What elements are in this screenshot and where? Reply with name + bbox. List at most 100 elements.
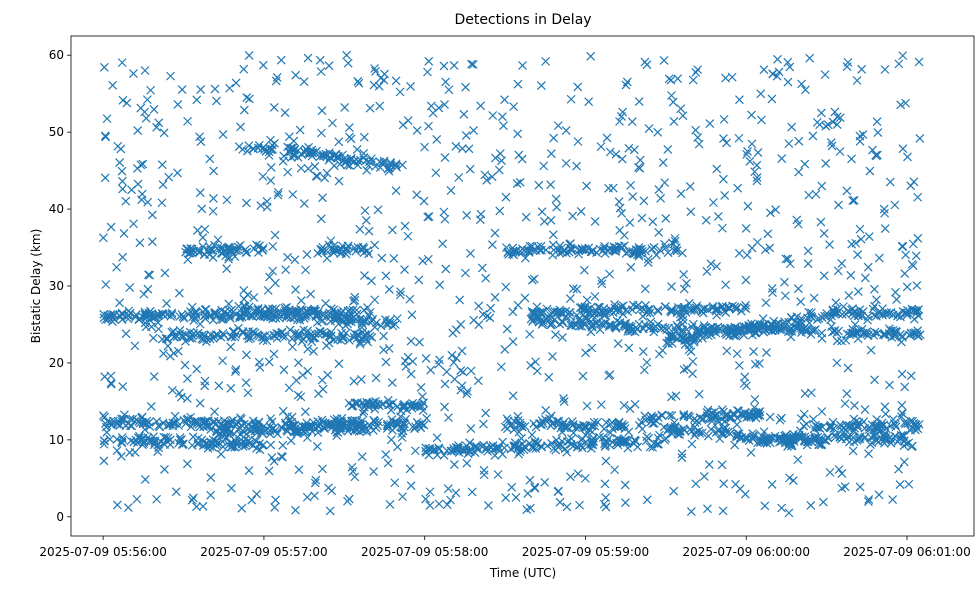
data-point (319, 423, 329, 433)
data-point (761, 298, 771, 308)
data-point (694, 426, 704, 436)
data-point (479, 470, 489, 480)
data-point (425, 501, 435, 510)
data-point (762, 435, 772, 444)
data-point (405, 294, 415, 304)
data-point (383, 421, 393, 431)
data-point (173, 100, 183, 109)
data-point (401, 362, 411, 371)
data-point (555, 497, 565, 507)
data-point (508, 391, 518, 401)
data-point (691, 68, 701, 77)
data-point (398, 120, 408, 130)
data-point (412, 400, 422, 410)
data-point (572, 284, 582, 294)
data-point (165, 440, 175, 449)
data-point (711, 324, 720, 334)
data-point (706, 330, 716, 340)
data-point (817, 334, 827, 343)
data-point (832, 358, 842, 368)
data-point (350, 398, 360, 408)
data-point (640, 284, 650, 294)
data-point (468, 60, 478, 69)
data-point (670, 234, 680, 243)
data-point (624, 343, 634, 353)
data-point (194, 248, 204, 258)
data-point (210, 84, 220, 94)
data-point (800, 432, 810, 442)
data-point (537, 207, 547, 217)
data-point (740, 372, 750, 382)
data-point (257, 427, 266, 437)
data-point (134, 417, 144, 426)
data-point (825, 240, 834, 250)
data-point (759, 65, 769, 75)
data-point (797, 79, 807, 89)
data-point (449, 358, 459, 367)
data-point (806, 388, 816, 398)
data-point (418, 392, 427, 401)
data-point (543, 441, 552, 451)
data-point (752, 176, 762, 186)
data-point (742, 250, 752, 260)
data-point (347, 314, 357, 323)
data-point (259, 332, 268, 342)
data-point (914, 305, 924, 315)
data-point (676, 104, 686, 114)
data-point (244, 51, 254, 60)
data-point (601, 456, 611, 466)
data-point (317, 128, 326, 138)
data-point (239, 105, 249, 115)
y-tick-label: 30 (49, 279, 64, 293)
data-point (233, 323, 243, 333)
data-point (382, 318, 392, 328)
data-point (850, 320, 860, 329)
data-point (195, 398, 205, 408)
data-point (599, 244, 609, 253)
data-point (888, 495, 898, 505)
data-point (280, 332, 290, 342)
data-point (582, 313, 592, 323)
data-point (615, 203, 625, 213)
data-point (208, 206, 218, 216)
data-point (756, 436, 766, 446)
data-point (731, 479, 740, 489)
data-point (364, 161, 374, 171)
data-point (796, 414, 806, 423)
data-point (280, 108, 290, 118)
data-point (198, 242, 208, 252)
data-point (737, 324, 747, 334)
data-point (149, 372, 159, 382)
data-point (613, 339, 623, 348)
data-point (336, 335, 346, 345)
data-point (820, 70, 830, 80)
data-point (406, 369, 416, 379)
data-point (642, 432, 652, 442)
data-point (350, 292, 360, 302)
data-point (448, 328, 458, 338)
data-point (897, 369, 907, 379)
data-point (855, 131, 865, 141)
data-point (117, 58, 127, 68)
data-point (296, 424, 306, 434)
data-point (112, 500, 122, 510)
data-point (575, 500, 584, 510)
data-point (673, 74, 683, 84)
data-point (293, 390, 303, 400)
data-point (212, 96, 221, 106)
data-point (786, 433, 796, 443)
data-point (420, 142, 429, 152)
data-point (814, 313, 824, 323)
data-point (224, 254, 233, 264)
data-point (634, 162, 643, 172)
data-point (593, 417, 602, 427)
data-point (661, 243, 670, 252)
data-point (440, 100, 449, 110)
data-point (502, 414, 512, 424)
data-point (332, 431, 342, 441)
data-point (741, 224, 751, 233)
data-point (752, 160, 762, 170)
data-point (575, 317, 585, 327)
data-point (244, 466, 254, 476)
data-point (835, 147, 845, 156)
